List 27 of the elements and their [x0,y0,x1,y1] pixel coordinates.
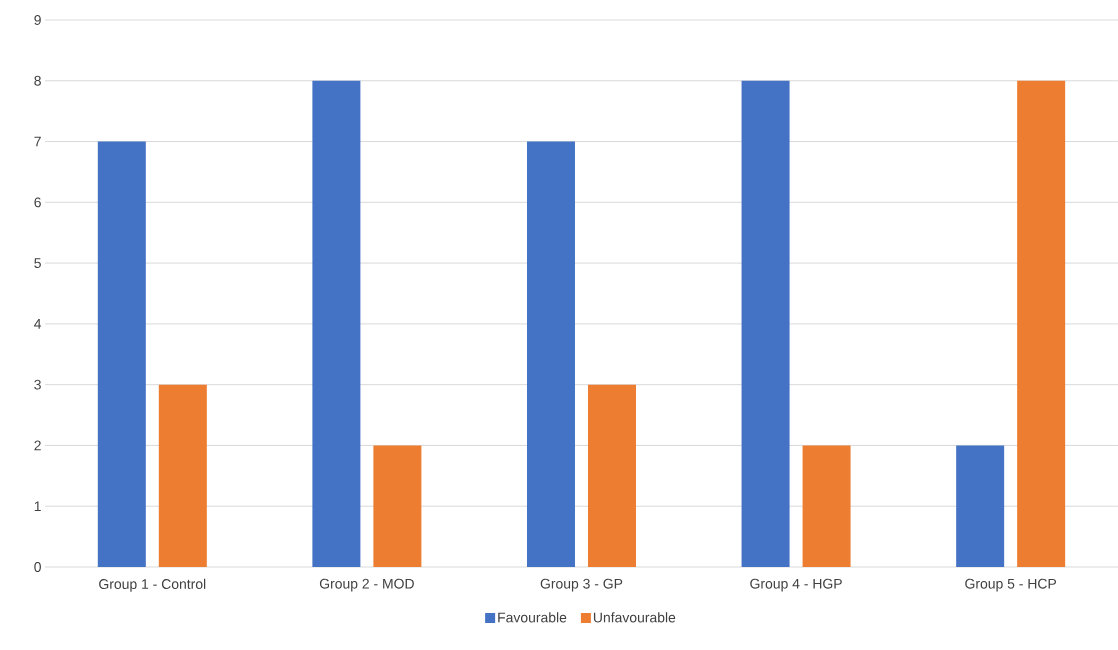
y-tick-label: 5 [34,258,41,268]
bar [1017,80,1066,567]
x-tick-label: Group 5 - HCP [965,578,1057,592]
bar [526,141,575,567]
bar [741,80,790,567]
x-tick-label: Group 2 - MOD [319,578,414,592]
y-tick-label: 3 [34,379,41,390]
x-tick-label: Group 3 - GP [540,578,623,592]
y-tick-label: 2 [34,440,41,451]
y-tick-label: 9 [34,15,41,25]
x-tick-label: Group 4 - HGP [750,578,842,592]
bar [97,141,146,567]
legend-label: Unfavourable [593,612,676,623]
y-tick-label: 8 [34,75,41,86]
y-tick-label: 7 [34,136,41,147]
y-tick-label: 6 [34,197,41,208]
y-tick-label: 0 [34,562,41,572]
bar [956,445,1005,567]
bar [312,80,361,567]
bar [373,445,422,567]
bar [587,384,636,567]
legend-label: Favourable [498,612,567,623]
bar [802,445,851,567]
x-tick-label: Group 1 - Control [99,578,206,592]
bar [158,384,207,567]
y-tick-label: 4 [34,319,42,329]
y-tick-label: 1 [34,501,41,512]
